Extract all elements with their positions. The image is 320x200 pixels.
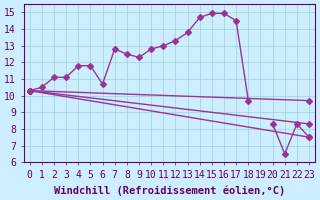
X-axis label: Windchill (Refroidissement éolien,°C): Windchill (Refroidissement éolien,°C) [54, 185, 285, 196]
